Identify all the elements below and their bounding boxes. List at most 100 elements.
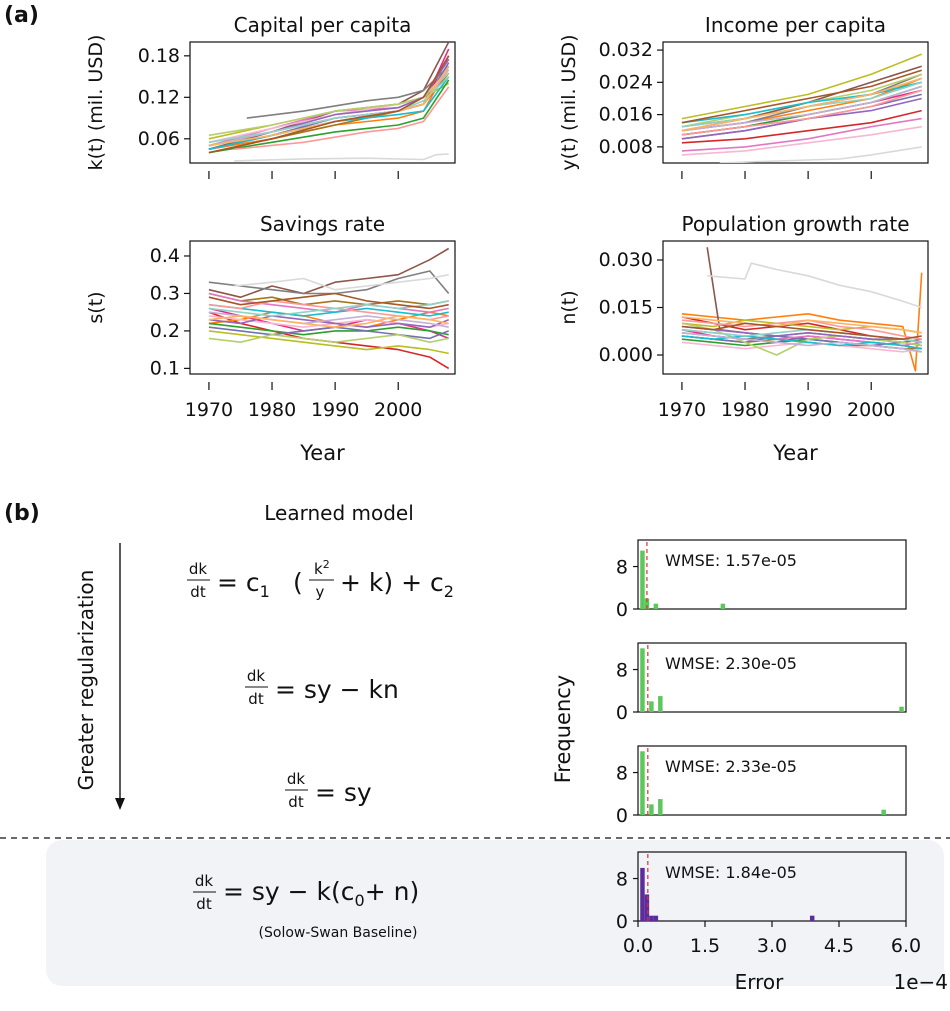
hist-3: WMSE: 2.33e-05 0 8 xyxy=(616,745,907,827)
chart-capital: Capital per capita 0.06 0.12 0.18 k(t) (mil.… xyxy=(85,13,456,179)
y-axis-label: s(t) xyxy=(85,291,107,323)
series-line-c11 xyxy=(234,153,449,162)
y-axis-label: n(t) xyxy=(558,290,580,324)
series-line-c13 xyxy=(208,72,450,137)
eq3-dt: dt xyxy=(288,793,304,811)
eq1-y: y xyxy=(316,583,325,601)
hist-4: WMSE: 1.84e-05 0 8 0.0 1.5 3.0 4.5 6.0 Error 1e−4… xyxy=(551,675,948,994)
y-tick-label: 8 xyxy=(616,763,628,785)
series-line-s15 xyxy=(208,315,449,329)
y-tick-label: 0.4 xyxy=(150,245,180,267)
hist-bar xyxy=(809,915,815,921)
series-line-p14 xyxy=(681,335,922,350)
series-line-s18 xyxy=(208,300,449,317)
eq2-rhs: = sy − kn xyxy=(275,675,399,704)
y-axis-label: k(t) (mil. USD) xyxy=(85,35,107,171)
hist-bar xyxy=(640,550,645,609)
wmse-label: WMSE: 1.84e-05 xyxy=(665,863,797,882)
series-line-i11 xyxy=(719,146,922,163)
hist-bar xyxy=(649,701,654,712)
eq4-dk: dk xyxy=(195,872,214,890)
eq3-rhs: = sy xyxy=(315,778,372,807)
y-tick-label: 0 xyxy=(616,805,628,827)
y-tick-label: 8 xyxy=(616,660,628,682)
equation-1: dk dt = c1 ( k2 y + k) + c2 xyxy=(187,558,454,601)
y-tick-label: 0.12 xyxy=(138,86,180,108)
eq1-dt: dt xyxy=(190,583,206,601)
series-line-s6 xyxy=(208,270,450,295)
y-axis-label: y(t) (mil. USD) xyxy=(558,34,580,170)
hist-bar xyxy=(899,706,904,712)
series-line-s5 xyxy=(208,247,450,299)
series-line-s14 xyxy=(208,303,449,317)
hist-bar xyxy=(649,915,654,921)
baseline-note: (Solow-Swan Baseline) xyxy=(259,925,418,941)
hist-1: WMSE: 1.57e-05 0 8 xyxy=(616,539,907,621)
wmse-label: WMSE: 2.33e-05 xyxy=(665,757,797,776)
hist-frame xyxy=(637,745,907,816)
y-tick-label: 0.016 xyxy=(599,104,653,126)
series-line-i12 xyxy=(681,125,922,156)
hist-bar xyxy=(653,603,659,609)
series-line-c8 xyxy=(208,79,450,154)
y-axis-label: Frequency xyxy=(551,675,575,784)
series-line-p20 xyxy=(681,322,922,341)
wmse-label: WMSE: 1.57e-05 xyxy=(665,551,797,570)
series-line-i2 xyxy=(681,109,922,144)
hist-bar xyxy=(881,809,886,815)
plot-frame xyxy=(189,41,456,164)
eq1-rhs-c: + k) + c2 xyxy=(340,568,454,601)
series-line-i16 xyxy=(681,89,922,136)
y-tick-label: 0 xyxy=(616,911,628,933)
eq1-open-paren: ( xyxy=(293,568,303,597)
series-line-i17 xyxy=(681,85,922,132)
hist-bar xyxy=(640,648,645,712)
y-tick-label: 0.18 xyxy=(138,45,180,67)
x-axis-label: Year xyxy=(772,441,818,465)
y-tick-label: 0.000 xyxy=(599,344,653,366)
y-tick-label: 8 xyxy=(616,557,628,579)
equation-2: dk dt = sy − kn xyxy=(245,667,399,708)
chart-population: Population growth rate 0.000 0.015 0.030 197… xyxy=(558,212,929,465)
series-line-p11 xyxy=(707,262,922,309)
baseline-highlight xyxy=(46,840,944,986)
x-tick-label: 1990 xyxy=(311,399,359,421)
y-tick-label: 0.024 xyxy=(599,71,653,93)
y-tick-label: 0.008 xyxy=(599,136,653,158)
series-line-i10 xyxy=(681,117,922,152)
panel-b-label: (b) xyxy=(4,501,40,526)
x-tick-label: 1980 xyxy=(721,399,769,421)
regularization-label: Greater regularization xyxy=(74,570,98,791)
series-line-i20 xyxy=(681,69,922,124)
chart-title: Population growth rate xyxy=(681,212,909,236)
series-line-s4 xyxy=(208,292,449,306)
series-line-c16 xyxy=(234,86,450,150)
hist-bar xyxy=(649,804,654,815)
x-tick-label: 1.5 xyxy=(690,935,720,957)
series-line-p15 xyxy=(681,325,922,344)
hist-bar xyxy=(720,603,726,609)
y-tick-label: 0 xyxy=(616,702,628,724)
chart-income: Income per capita 0.008 0.016 0.024 0.032 y(t… xyxy=(558,13,929,179)
hist-bar xyxy=(644,598,650,609)
hist-bar xyxy=(644,894,650,921)
eq2-dk: dk xyxy=(247,667,266,685)
x-tick-label: 0.0 xyxy=(623,935,653,957)
x-tick-label: 1990 xyxy=(784,399,832,421)
eq1-k: k2 xyxy=(314,558,330,578)
eq4-dt: dt xyxy=(196,895,212,913)
series-line-c20 xyxy=(208,55,450,154)
y-tick-label: 0 xyxy=(616,599,628,621)
hist-bar xyxy=(640,751,645,815)
series-line-c7 xyxy=(208,82,450,140)
hist-2: WMSE: 2.30e-05 0 8 xyxy=(616,642,907,724)
hist-bar xyxy=(658,799,663,815)
eq2-dt: dt xyxy=(248,690,264,708)
y-tick-label: 0.032 xyxy=(599,39,653,61)
x-axis-label: Error xyxy=(735,970,785,994)
panel-a-label: (a) xyxy=(4,3,39,28)
chart-savings: Savings rate 0.1 0.2 0.3 0.4 1970 1980 1990 2000… xyxy=(85,212,456,465)
y-tick-label: 0.1 xyxy=(150,357,180,379)
series-line-s19 xyxy=(208,315,449,329)
